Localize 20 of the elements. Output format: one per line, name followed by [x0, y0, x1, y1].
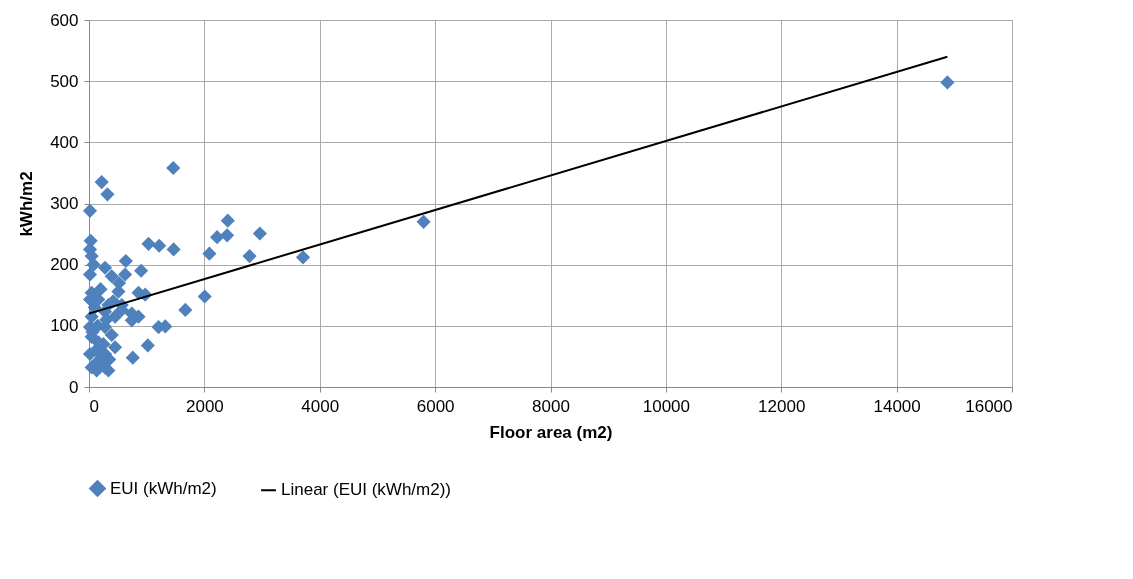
y-tick-label: 200 [50, 255, 79, 275]
x-tick-label: 12000 [758, 396, 806, 416]
y-tick-label: 400 [50, 132, 79, 152]
x-tick-label: 4000 [301, 396, 340, 416]
x-axis-title: Floor area (m2) [489, 422, 613, 442]
x-tick-label: 6000 [416, 396, 455, 416]
legend-label: Linear (EUI (kWh/m2)) [281, 480, 452, 500]
x-tick-label: 8000 [532, 396, 570, 416]
x-tick-label: 0 [89, 396, 99, 416]
y-axis-title: kWh/m2 [17, 171, 37, 237]
legend-label: EUI (kWh/m2) [110, 478, 217, 498]
x-tick-label: 2000 [185, 396, 224, 416]
x-tick-label: 16000 [965, 396, 1013, 416]
x-tick-label: 10000 [642, 396, 691, 416]
y-tick-label: 600 [50, 10, 79, 30]
y-tick-label: 300 [50, 194, 79, 213]
y-tick-label: 0 [69, 377, 79, 397]
y-tick-label: 100 [50, 316, 79, 336]
y-tick-label: 500 [50, 71, 79, 91]
x-tick-label: 14000 [873, 396, 921, 416]
